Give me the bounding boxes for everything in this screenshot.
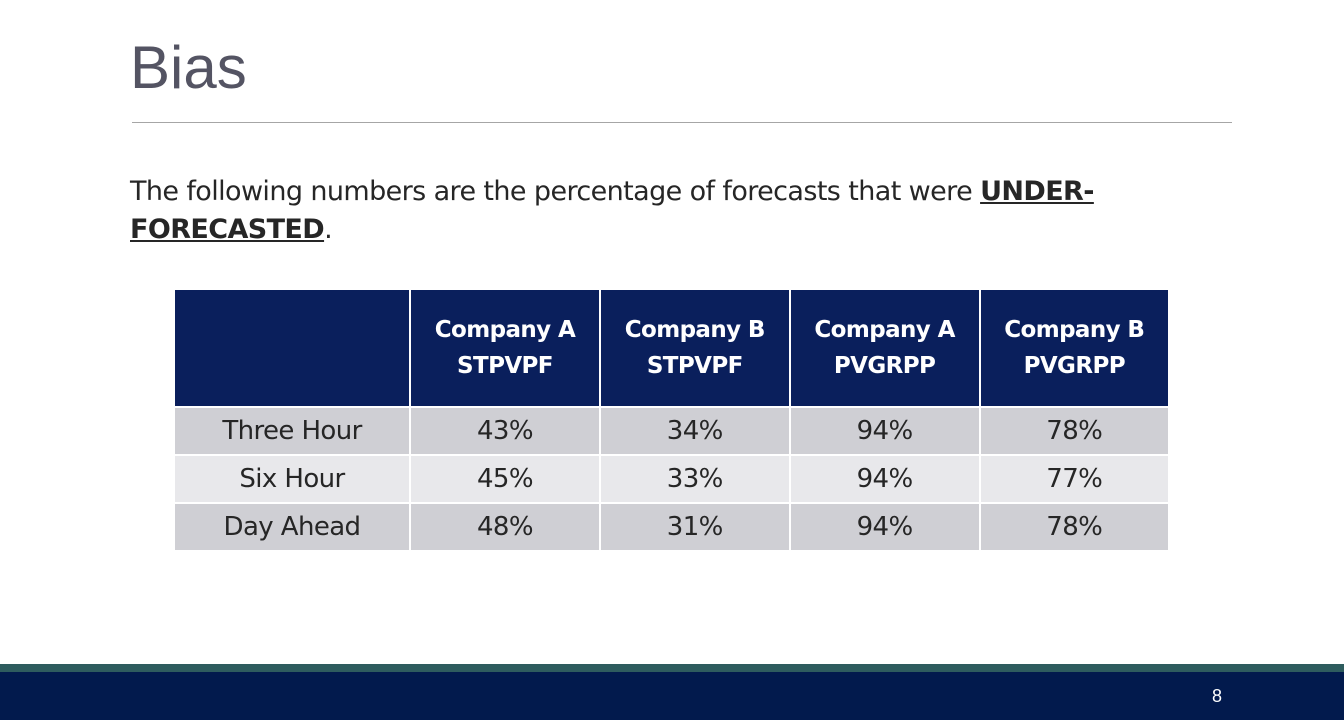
table-header-row: Company A STPVPF Company B STPVPF Company … — [175, 290, 1168, 408]
bias-table: Company A STPVPF Company B STPVPF Company … — [175, 290, 1168, 550]
table-cell: 77% — [978, 454, 1168, 503]
table-cell: 48% — [409, 502, 601, 550]
header-cell: Company B PVGRPP — [978, 290, 1168, 408]
intro-body: The following numbers are the percentage… — [130, 176, 981, 207]
header-line2: STPVPF — [457, 353, 553, 379]
header-line2: PVGRPP — [833, 353, 936, 379]
footer-accent-stripe — [0, 664, 1344, 672]
page-number: 8 — [1212, 686, 1223, 706]
header-line1: Company B — [1004, 317, 1145, 343]
header-line1: Company A — [434, 317, 576, 343]
intro-suffix: . — [324, 214, 333, 245]
header-line1: Company A — [814, 317, 955, 343]
row-label: Day Ahead — [175, 502, 411, 550]
header-line2: PVGRPP — [1023, 353, 1126, 379]
table-cell: 33% — [598, 454, 791, 503]
slide-title: Bias — [130, 34, 247, 101]
table-cell: 94% — [788, 502, 981, 550]
header-cell-empty — [175, 290, 411, 408]
table-row: Six Hour 45% 33% 94% 77% — [175, 454, 1168, 503]
table-row: Three Hour 43% 34% 94% 78% — [175, 406, 1168, 455]
header-cell: Company B STPVPF — [598, 290, 791, 408]
table-row: Day Ahead 48% 31% 94% 78% — [175, 502, 1168, 550]
table-cell: 43% — [409, 406, 601, 455]
header-cell: Company A PVGRPP — [788, 290, 981, 408]
header-line2: STPVPF — [646, 353, 743, 379]
header-cell: Company A STPVPF — [409, 290, 601, 408]
footer-bar — [0, 672, 1344, 720]
table-cell: 34% — [598, 406, 791, 455]
title-divider — [132, 122, 1232, 123]
table-cell: 45% — [409, 454, 601, 503]
intro-emphasis: UNDER-FORECASTED — [130, 176, 1094, 245]
table-cell: 78% — [978, 406, 1168, 455]
header-line1: Company B — [624, 317, 766, 343]
table-cell: 94% — [788, 406, 981, 455]
intro-text: The following numbers are the percentage… — [130, 173, 1110, 249]
row-label: Six Hour — [175, 454, 411, 503]
table-cell: 94% — [788, 454, 981, 503]
row-label: Three Hour — [175, 406, 411, 455]
table-cell: 78% — [978, 502, 1168, 550]
table-cell: 31% — [598, 502, 791, 550]
